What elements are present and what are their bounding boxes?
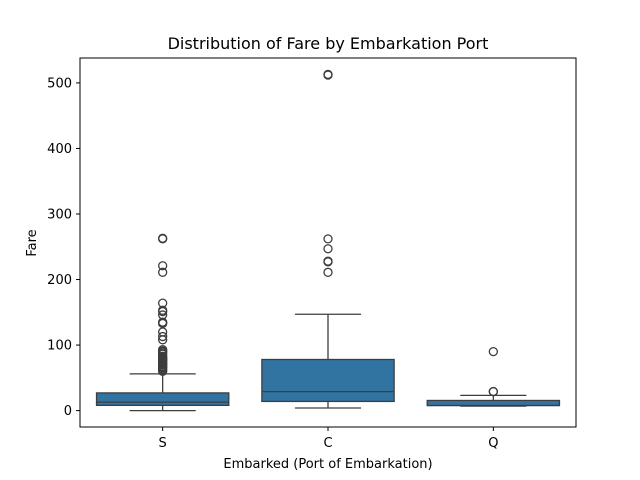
outlier-point bbox=[488, 346, 498, 357]
outlier-point bbox=[323, 69, 333, 80]
outlier-point bbox=[158, 345, 168, 355]
x-tick-label: S bbox=[159, 436, 167, 451]
outlier-point bbox=[323, 267, 333, 277]
outlier-point bbox=[158, 310, 168, 320]
outlier-point bbox=[323, 256, 333, 266]
y-tick-label: 400 bbox=[47, 142, 72, 157]
y-tick-label: 100 bbox=[47, 339, 72, 354]
y-tick-label: 0 bbox=[64, 404, 72, 419]
iqr-box bbox=[261, 358, 395, 403]
outlier-point bbox=[488, 386, 498, 397]
outlier-point bbox=[158, 331, 168, 342]
y-axis-label: Fare bbox=[25, 229, 40, 256]
outlier-point bbox=[158, 261, 168, 271]
outlier-point bbox=[158, 305, 168, 315]
outlier-point bbox=[323, 234, 333, 244]
x-axis-label: Embarked (Port of Embarkation) bbox=[223, 457, 432, 472]
chart-title: Distribution of Fare by Embarkation Port bbox=[168, 34, 489, 53]
outlier-point bbox=[158, 317, 168, 327]
outlier-point bbox=[158, 267, 168, 277]
box-Q bbox=[426, 346, 561, 407]
y-tick-label: 300 bbox=[47, 207, 72, 222]
x-tick-label: Q bbox=[488, 436, 498, 451]
box-plot-series bbox=[95, 69, 561, 412]
outlier-point bbox=[323, 244, 333, 254]
y-tick-label: 500 bbox=[47, 76, 72, 91]
x-tick-label: C bbox=[323, 436, 332, 451]
y-axis: 0 100 200 300 400 500 bbox=[47, 76, 80, 419]
iqr-box bbox=[426, 399, 561, 407]
box-S bbox=[95, 233, 230, 412]
outlier-point bbox=[158, 233, 168, 243]
outlier-point bbox=[158, 298, 168, 308]
iqr-box bbox=[95, 392, 230, 407]
y-tick-label: 200 bbox=[47, 273, 72, 288]
box-C bbox=[261, 69, 395, 409]
